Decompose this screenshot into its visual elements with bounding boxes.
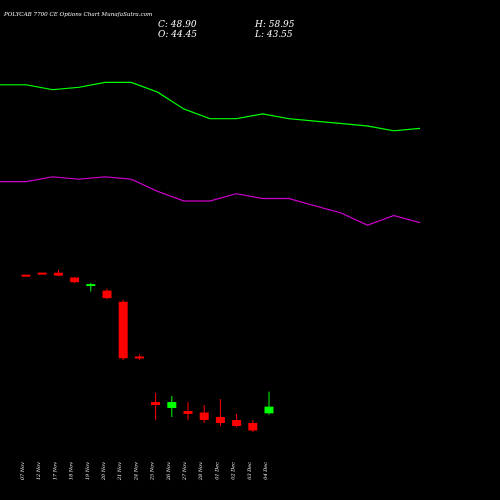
x-tick-label: 20 Nov bbox=[101, 462, 107, 481]
candle-body bbox=[102, 290, 112, 299]
candle-body bbox=[199, 412, 209, 420]
candle-body bbox=[70, 277, 80, 283]
candle-body bbox=[37, 272, 47, 275]
candle-body bbox=[118, 301, 128, 359]
x-tick-label: 25 Nov bbox=[150, 462, 156, 481]
candles bbox=[21, 270, 274, 432]
low-value-label: L: 43.55 bbox=[254, 30, 293, 40]
x-tick-label: 01 Dec bbox=[214, 462, 220, 480]
ma-line bbox=[0, 176, 421, 226]
moving-average-lines bbox=[0, 81, 421, 226]
candle-body bbox=[215, 417, 225, 423]
candle-body bbox=[232, 420, 242, 426]
x-tick-label: 07 Nov bbox=[20, 462, 26, 480]
x-tick-label: 18 Nov bbox=[69, 462, 75, 480]
x-tick-label: 02 Dec bbox=[231, 462, 237, 480]
open-value-label: O: 44.45 bbox=[158, 30, 197, 40]
candle-body bbox=[134, 356, 144, 359]
candle-body bbox=[248, 423, 258, 431]
x-tick-label: 21 Nov bbox=[117, 462, 123, 481]
x-tick-label: 17 Nov bbox=[52, 462, 58, 480]
chart-title: POLYCAB 7700 CE Options Chart MunafaSutr… bbox=[3, 12, 152, 18]
x-tick-label: 03 Dec bbox=[247, 462, 253, 480]
x-tick-label: 12 Nov bbox=[36, 462, 42, 480]
candle-body bbox=[167, 402, 177, 408]
x-tick-label: 28 Nov bbox=[198, 462, 204, 481]
candle-body bbox=[264, 406, 274, 414]
candle-body bbox=[183, 411, 193, 414]
candle-body bbox=[53, 272, 63, 276]
candle-body bbox=[86, 284, 96, 287]
x-axis-ticks: 07 Nov 12 Nov 17 Nov 18 Nov 19 Nov 20 Nov 21 N… bbox=[20, 462, 269, 481]
candle-body bbox=[151, 402, 161, 405]
candle-body bbox=[21, 274, 31, 277]
x-tick-label: 26 Nov bbox=[166, 462, 172, 481]
high-value-label: H: 58.95 bbox=[254, 20, 295, 30]
close-value-label: C: 48.90 bbox=[158, 20, 197, 30]
x-tick-label: 04 Dec bbox=[263, 462, 269, 480]
x-tick-label: 19 Nov bbox=[85, 462, 91, 480]
ma-line bbox=[0, 81, 421, 132]
x-tick-label: 24 Nov bbox=[133, 462, 139, 481]
x-tick-label: 27 Nov bbox=[182, 462, 188, 481]
